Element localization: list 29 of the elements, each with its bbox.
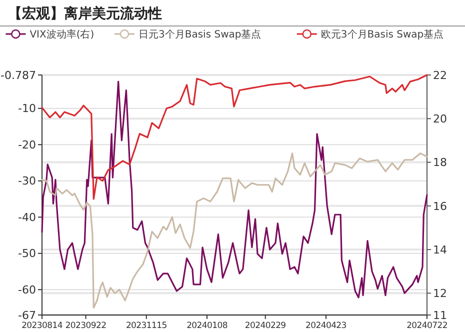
y2-tick-label: 12 xyxy=(433,287,447,300)
legend-label: 日元3个月Basis Swap基点 xyxy=(138,28,262,40)
x-tick-label: 20240108 xyxy=(186,321,228,331)
legend-label: 欧元3个月Basis Swap基点 xyxy=(320,28,444,40)
x-tick-label: 20230814 xyxy=(22,321,62,331)
line-series xyxy=(41,152,428,309)
chart-title: 【宏观】离岸美元流动性 xyxy=(8,5,162,22)
y2-tick-label: 20 xyxy=(433,112,447,126)
x-tick-label: 20230922 xyxy=(65,321,106,331)
line-series xyxy=(41,80,428,298)
x-tick-label: 20240229 xyxy=(244,321,286,331)
y-tick-label: -67 xyxy=(18,308,36,322)
line-series xyxy=(41,74,428,200)
y2-tick-label: 11 xyxy=(433,308,447,322)
y2-tick-label: 18 xyxy=(433,156,447,170)
y2-tick-label: 22 xyxy=(433,68,447,82)
y-tick-label: -60 xyxy=(18,283,36,296)
y2-tick-label: 14 xyxy=(433,243,447,256)
y-tick-label: -10 xyxy=(18,102,36,116)
x-tick-label: 20231115 xyxy=(126,321,167,331)
y-tick-label: -0.787 xyxy=(0,68,36,82)
y-tick-label: -50 xyxy=(18,247,36,260)
y-tick-label: -40 xyxy=(18,210,36,224)
y2-tick-label: 16 xyxy=(433,200,447,213)
y-tick-label: -20 xyxy=(18,138,36,152)
y-tick-label: -30 xyxy=(18,174,36,188)
legend-label: VIX波动率(右) xyxy=(30,28,94,40)
x-tick-label: 20240423 xyxy=(306,321,346,331)
x-tick-label: 20240722 xyxy=(406,321,448,331)
